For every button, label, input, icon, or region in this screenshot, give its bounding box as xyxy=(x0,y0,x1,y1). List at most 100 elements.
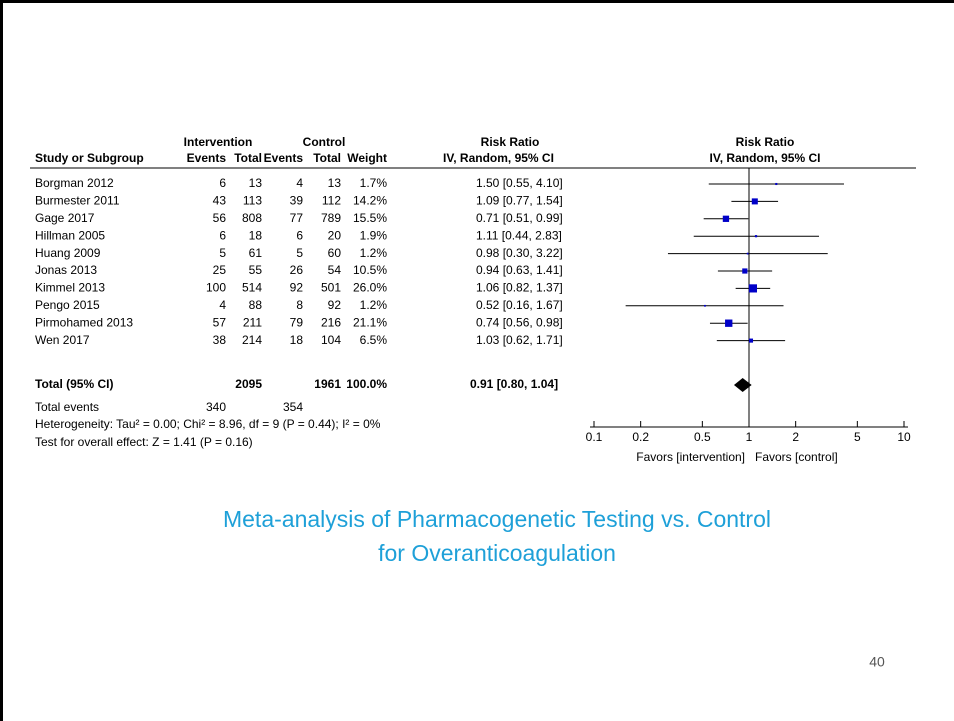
diamond xyxy=(733,378,752,392)
tick-label: 0.2 xyxy=(632,430,649,444)
cell: Hillman 2005 xyxy=(35,228,105,242)
tick-label: 1 xyxy=(746,430,753,444)
cell: 1961 xyxy=(314,377,341,391)
cell: 0.98 [0.30, 3.22] xyxy=(476,246,563,260)
cell: 1.50 [0.55, 4.10] xyxy=(476,176,563,190)
estimate xyxy=(704,304,706,307)
cell: 6 xyxy=(219,176,226,190)
cell: 55 xyxy=(249,263,263,277)
cell: 43 xyxy=(213,194,227,208)
cell: 10.5% xyxy=(353,263,387,277)
cell: 13 xyxy=(249,176,263,190)
cell: 789 xyxy=(321,211,341,225)
total-events-label: Total events xyxy=(35,400,99,414)
cell: 25 xyxy=(213,263,227,277)
heterogeneity: Heterogeneity: Tau² = 0.00; Chi² = 8.96,… xyxy=(35,417,381,431)
favors-left: Favors [intervention] xyxy=(636,450,745,464)
cell: 501 xyxy=(321,281,341,295)
cell: 56 xyxy=(213,211,227,225)
tick-label: 5 xyxy=(854,430,861,444)
cell: 6 xyxy=(296,228,303,242)
cell: 211 xyxy=(243,315,262,329)
cell: 354 xyxy=(283,400,303,414)
estimate xyxy=(742,268,748,274)
plot-title: Risk Ratio xyxy=(736,135,795,149)
tick-label: 2 xyxy=(792,430,799,444)
cell: 216 xyxy=(321,315,341,329)
cell: 0.74 [0.56, 0.98] xyxy=(476,315,563,329)
cell: 57 xyxy=(213,315,227,329)
column-header: Total xyxy=(313,151,341,165)
cell: 5 xyxy=(296,246,303,260)
cell: 20 xyxy=(328,228,342,242)
plot-subtitle: IV, Random, 95% CI xyxy=(710,151,821,165)
cell: 39 xyxy=(290,194,304,208)
tick-label: 0.5 xyxy=(694,430,711,444)
cell: Jonas 2013 xyxy=(35,263,97,277)
favors-right: Favors [control] xyxy=(755,450,838,464)
estimate xyxy=(722,215,730,222)
cell: 1.06 [0.82, 1.37] xyxy=(476,281,563,295)
cell: 214 xyxy=(242,333,262,347)
cell: 113 xyxy=(243,194,262,208)
overall-effect: Test for overall effect: Z = 1.41 (P = 0… xyxy=(35,435,253,449)
cell: 1.11 [0.44, 2.83] xyxy=(476,228,562,242)
column-header: Weight xyxy=(347,151,387,165)
group-header: Risk Ratio xyxy=(481,135,540,149)
cell: 88 xyxy=(249,298,263,312)
cell: 4 xyxy=(219,298,226,312)
cell: 112 xyxy=(322,194,341,208)
cell: 1.03 [0.62, 1.71] xyxy=(476,333,563,347)
cell: 26 xyxy=(290,263,304,277)
cell: 808 xyxy=(242,211,262,225)
cell: 92 xyxy=(328,298,342,312)
cell: 18 xyxy=(249,228,263,242)
group-header: Intervention xyxy=(184,135,253,149)
cell: 61 xyxy=(249,246,263,260)
tick-label: 0.1 xyxy=(586,430,603,444)
caption: Meta-analysis of Pharmacogenetic Testing… xyxy=(223,506,771,532)
cell: 18 xyxy=(290,333,304,347)
cell: 340 xyxy=(206,400,226,414)
estimate xyxy=(751,198,758,205)
cell: 92 xyxy=(290,281,304,295)
cell: Total (95% CI) xyxy=(35,377,113,391)
cell: 0.71 [0.51, 0.99] xyxy=(476,211,563,225)
cell: 79 xyxy=(290,315,304,329)
cell: 514 xyxy=(242,281,262,295)
cell: 1.7% xyxy=(360,176,388,190)
cell: Pirmohamed 2013 xyxy=(35,315,133,329)
cell: 104 xyxy=(321,333,341,347)
cell: 14.2% xyxy=(353,194,387,208)
cell: 1.2% xyxy=(360,246,388,260)
cell: Huang 2009 xyxy=(35,246,101,260)
cell: 6.5% xyxy=(360,333,388,347)
cell: 0.52 [0.16, 1.67] xyxy=(476,298,563,312)
cell: 4 xyxy=(296,176,303,190)
estimate xyxy=(725,319,733,327)
column-header: Study or Subgroup xyxy=(35,151,144,165)
caption: for Overanticoagulation xyxy=(378,540,616,566)
cell: 1.9% xyxy=(360,228,388,242)
cell: Burmester 2011 xyxy=(35,194,120,208)
cell: 5 xyxy=(219,246,226,260)
group-header: Control xyxy=(303,135,346,149)
column-header: IV, Random, 95% CI xyxy=(443,151,554,165)
cell: 0.91 [0.80, 1.04] xyxy=(470,377,558,391)
cell: 1.09 [0.77, 1.54] xyxy=(476,194,563,208)
cell: 60 xyxy=(328,246,342,260)
estimate xyxy=(748,338,754,343)
page-number: 40 xyxy=(869,654,885,670)
estimate xyxy=(748,284,758,293)
cell: 15.5% xyxy=(353,211,387,225)
cell: Gage 2017 xyxy=(35,211,95,225)
cell: 6 xyxy=(219,228,226,242)
column-header: Events xyxy=(187,151,227,165)
tick-label: 10 xyxy=(897,430,911,444)
cell: 77 xyxy=(290,211,304,225)
column-header: Total xyxy=(234,151,262,165)
estimate xyxy=(746,252,749,255)
cell: 2095 xyxy=(235,377,262,391)
cell: 1.2% xyxy=(360,298,388,312)
